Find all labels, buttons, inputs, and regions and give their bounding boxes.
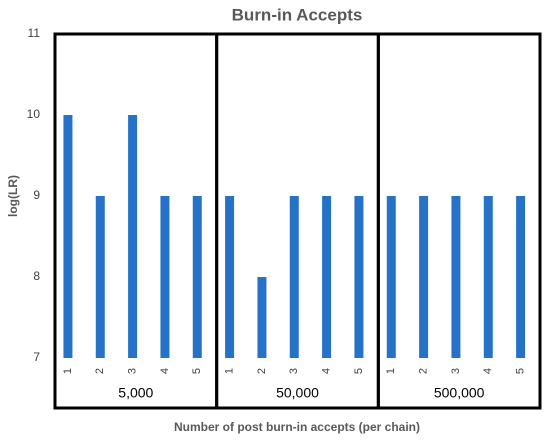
x-tick-label: 3	[450, 368, 462, 374]
bar	[63, 115, 73, 358]
x-tick-label: 2	[256, 368, 268, 374]
bar	[160, 196, 170, 358]
x-tick-label: 3	[127, 368, 139, 374]
y-tick-label: 9	[33, 188, 40, 202]
x-tick-label: 2	[94, 368, 106, 374]
bar	[289, 196, 299, 358]
x-tick-label: 5	[515, 368, 527, 374]
y-tick-label: 10	[27, 107, 41, 121]
x-tick-label: 4	[321, 368, 333, 374]
bar	[354, 196, 364, 358]
x-tick-label: 4	[482, 368, 494, 374]
group-label: 50,000	[276, 385, 319, 401]
y-axis-label: log(LR)	[6, 175, 20, 217]
y-tick-label: 8	[33, 269, 40, 283]
x-tick-label: 2	[418, 368, 430, 374]
y-tick-label: 7	[33, 350, 40, 364]
group-label: 500,000	[434, 385, 485, 401]
bar	[322, 196, 332, 358]
bar	[419, 196, 429, 358]
bar	[257, 277, 267, 358]
x-tick-label: 1	[62, 368, 74, 374]
group-box	[376, 32, 542, 410]
bar	[225, 196, 235, 358]
bar	[483, 196, 493, 358]
x-tick-label: 3	[288, 368, 300, 374]
x-tick-label: 5	[191, 368, 203, 374]
bar	[451, 196, 461, 358]
bar	[95, 196, 105, 358]
x-tick-label: 4	[159, 368, 171, 374]
bar	[386, 196, 396, 358]
group-label: 5,000	[118, 385, 153, 401]
x-axis-label: Number of post burn-in accepts (per chai…	[174, 420, 420, 434]
x-tick-label: 5	[353, 368, 365, 374]
x-tick-label: 1	[385, 368, 397, 374]
chart-title: Burn-in Accepts	[232, 5, 363, 24]
x-tick-label: 1	[224, 368, 236, 374]
bar	[516, 196, 526, 358]
y-tick-label: 11	[28, 26, 41, 40]
bar	[192, 196, 202, 358]
bar	[128, 115, 138, 358]
